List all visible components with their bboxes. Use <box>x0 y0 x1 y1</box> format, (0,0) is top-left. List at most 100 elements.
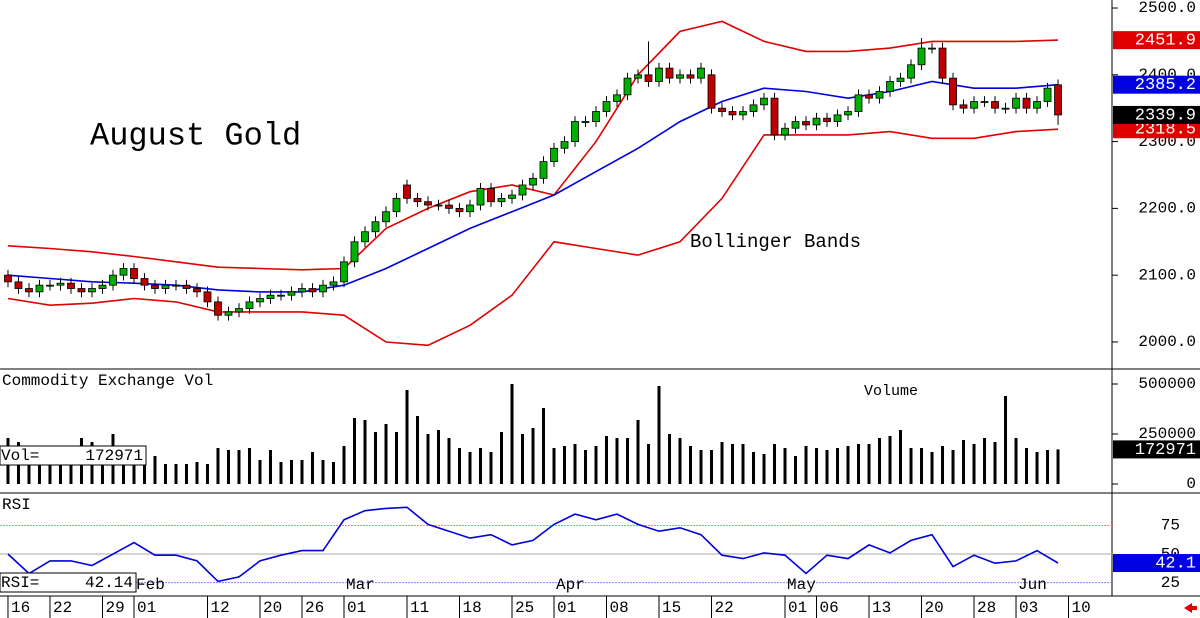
candle-body <box>529 177 537 186</box>
candle-body <box>917 47 926 66</box>
candle-body <box>193 288 201 293</box>
volume-bar <box>804 446 808 484</box>
volume-bar <box>415 416 419 484</box>
candle-body <box>98 284 107 289</box>
volume-bar <box>121 450 125 484</box>
candle-body <box>602 101 611 112</box>
candle-body <box>151 284 159 289</box>
candle-body <box>560 141 569 149</box>
x-tick-label: 20 <box>925 599 944 617</box>
candle-body <box>739 111 747 116</box>
volume-bar <box>363 420 367 484</box>
volume-bar <box>405 390 409 484</box>
volume-bar <box>584 450 588 484</box>
volume-bar <box>132 448 136 484</box>
volume-bar <box>594 446 598 484</box>
x-tick-label: 26 <box>305 599 324 617</box>
x-tick-label: 28 <box>977 599 996 617</box>
candle-body <box>203 291 212 303</box>
candle-body <box>655 67 663 82</box>
volume-bar <box>142 450 146 484</box>
rsi-tag <box>1113 554 1200 573</box>
volume-bar <box>205 464 209 484</box>
volume-bar <box>657 386 661 484</box>
x-tick-label: 22 <box>715 599 734 617</box>
volume-bar <box>794 456 798 484</box>
x-tick-label: 01 <box>557 599 576 617</box>
volume-bar <box>447 438 451 484</box>
candle-body <box>350 241 359 263</box>
volume-tick-label: 250000 <box>1138 425 1196 443</box>
candle-body <box>581 121 590 123</box>
candle-body <box>14 281 23 289</box>
candle-body <box>980 101 989 103</box>
candle-body <box>686 74 695 79</box>
candle-body <box>802 121 810 126</box>
volume-bar <box>510 384 514 484</box>
volume-bar <box>247 448 251 484</box>
volume-bar <box>500 432 504 484</box>
candle-body <box>235 308 243 313</box>
x-tick-label: 12 <box>210 599 229 617</box>
candle-body <box>161 284 170 289</box>
candle-body <box>833 114 842 122</box>
candle-body <box>749 104 758 112</box>
volume-bar <box>258 460 262 484</box>
volume-bar <box>289 460 293 484</box>
candle-body <box>571 121 579 142</box>
volume-bar <box>384 424 388 484</box>
candle-body <box>949 77 957 106</box>
upper-band-tag <box>1113 31 1200 50</box>
candle-body <box>497 197 506 203</box>
volume-bar <box>542 408 546 484</box>
rsi-tag-label: 42.1 <box>1155 555 1196 574</box>
volume-readout-box <box>0 445 147 466</box>
volume-bar <box>174 464 178 484</box>
volume-bar <box>930 452 934 484</box>
candle-body <box>676 74 684 79</box>
candle-body <box>959 104 968 109</box>
candle-body <box>77 288 86 293</box>
candle-body <box>613 94 621 102</box>
candle-body <box>665 67 674 79</box>
x-tick-label: 18 <box>462 599 481 617</box>
rsi-readout-box <box>0 572 137 593</box>
x-tick-label: 25 <box>515 599 534 617</box>
close-tag <box>1113 105 1200 124</box>
candle-body <box>697 67 705 79</box>
candle-body <box>172 284 180 287</box>
candle-body <box>413 197 422 203</box>
candle-body <box>361 231 369 243</box>
candle-body <box>35 284 44 293</box>
candle-body <box>109 274 117 286</box>
volume-bar <box>1014 438 1018 484</box>
upper-band-tag-label: 2451.9 <box>1135 32 1196 51</box>
volume-bar <box>825 450 829 484</box>
volume-bar <box>878 438 882 484</box>
volume-bar <box>48 456 52 484</box>
volume-bar <box>100 456 104 484</box>
candle-body <box>224 311 233 316</box>
volume-bar <box>216 448 220 484</box>
candle-body <box>634 74 642 79</box>
candle-body <box>371 221 380 233</box>
month-label: May <box>787 576 816 594</box>
y-tick-label: 2500.0 <box>1138 0 1196 17</box>
candle-body <box>119 268 128 276</box>
x-tick-label: 10 <box>1072 599 1091 617</box>
volume-bar <box>1056 449 1060 484</box>
candle-body <box>392 197 401 213</box>
candle-body <box>434 204 443 207</box>
volume-bar <box>573 444 577 484</box>
candle-body <box>728 111 737 116</box>
volume-bar <box>1046 450 1050 484</box>
candle-body <box>298 288 306 293</box>
volume-bar <box>552 448 556 484</box>
volume-bar <box>531 428 535 484</box>
candle-body <box>844 111 852 116</box>
scroll-arrow[interactable] <box>1184 603 1197 613</box>
volume-tag-label: 172971 <box>1135 441 1196 460</box>
volume-bar <box>920 448 924 484</box>
